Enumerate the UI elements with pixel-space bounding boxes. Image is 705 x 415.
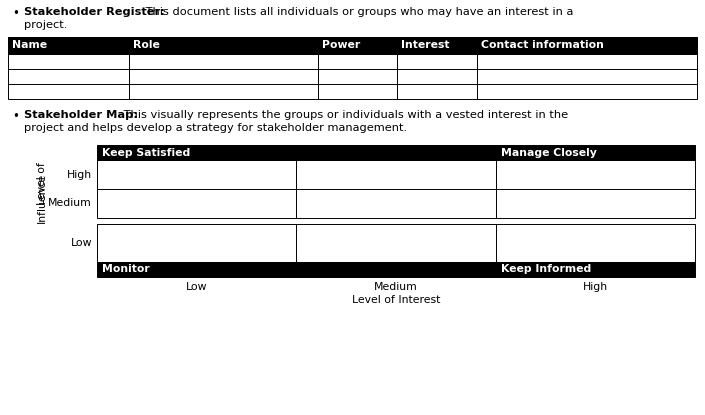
Text: Interest: Interest xyxy=(401,41,450,51)
Text: Level of Interest: Level of Interest xyxy=(352,295,440,305)
Bar xyxy=(8,69,697,84)
Text: •: • xyxy=(12,7,19,20)
Text: Stakeholder Map:: Stakeholder Map: xyxy=(24,110,138,120)
Text: Influence: Influence xyxy=(37,173,47,223)
Bar xyxy=(8,84,697,99)
Text: Low: Low xyxy=(70,238,92,248)
Bar xyxy=(8,37,697,54)
Text: project and helps develop a strategy for stakeholder management.: project and helps develop a strategy for… xyxy=(24,123,407,133)
Bar xyxy=(97,224,695,262)
Text: Level of: Level of xyxy=(37,163,47,205)
Text: This document lists all individuals or groups who may have an interest in a: This document lists all individuals or g… xyxy=(142,7,573,17)
Text: project.: project. xyxy=(24,20,68,30)
Text: •: • xyxy=(12,110,19,123)
Text: Medium: Medium xyxy=(374,282,418,292)
Bar xyxy=(97,145,695,160)
Text: Keep Informed: Keep Informed xyxy=(501,264,591,274)
Text: High: High xyxy=(583,282,608,292)
Text: Role: Role xyxy=(133,41,159,51)
Text: This visually represents the groups or individuals with a vested interest in the: This visually represents the groups or i… xyxy=(120,110,568,120)
Bar xyxy=(97,160,695,218)
Text: Keep Satisfied: Keep Satisfied xyxy=(102,147,190,158)
Bar xyxy=(8,37,697,99)
Text: Manage Closely: Manage Closely xyxy=(501,147,596,158)
Text: High: High xyxy=(67,169,92,180)
Text: Contact information: Contact information xyxy=(481,41,603,51)
Bar xyxy=(8,54,697,69)
Text: Stakeholder Register:: Stakeholder Register: xyxy=(24,7,165,17)
Text: Medium: Medium xyxy=(48,198,92,208)
Bar xyxy=(97,262,695,277)
Text: Name: Name xyxy=(12,41,47,51)
Text: Monitor: Monitor xyxy=(102,264,149,274)
Text: Low: Low xyxy=(186,282,207,292)
Text: Power: Power xyxy=(322,41,360,51)
